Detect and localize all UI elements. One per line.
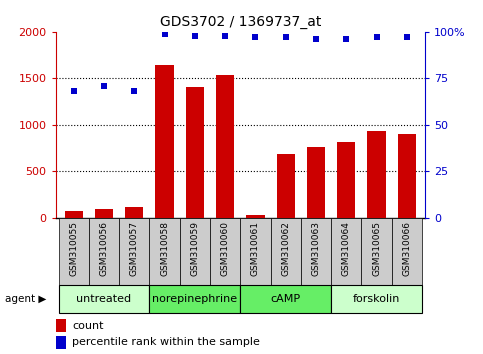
Point <box>373 35 381 40</box>
Text: percentile rank within the sample: percentile rank within the sample <box>72 337 260 347</box>
Bar <box>392 218 422 285</box>
Text: forskolin: forskolin <box>353 294 400 304</box>
Bar <box>58 218 89 285</box>
Bar <box>119 218 149 285</box>
Point <box>403 35 411 40</box>
Bar <box>210 218 241 285</box>
Point <box>282 35 290 40</box>
Text: GSM310061: GSM310061 <box>251 221 260 276</box>
Bar <box>58 285 149 313</box>
Bar <box>337 142 355 218</box>
Text: GSM310056: GSM310056 <box>99 221 109 276</box>
Text: GSM310058: GSM310058 <box>160 221 169 276</box>
Text: GSM310063: GSM310063 <box>312 221 321 276</box>
Text: cAMP: cAMP <box>270 294 301 304</box>
Bar <box>331 285 422 313</box>
Text: GSM310065: GSM310065 <box>372 221 381 276</box>
Text: GSM310055: GSM310055 <box>69 221 78 276</box>
Bar <box>156 65 174 218</box>
Bar <box>89 218 119 285</box>
Text: GSM310057: GSM310057 <box>130 221 139 276</box>
Bar <box>246 215 265 218</box>
Bar <box>186 87 204 218</box>
Bar <box>149 218 180 285</box>
Bar <box>56 336 66 349</box>
Point <box>70 88 78 94</box>
Text: untreated: untreated <box>76 294 131 304</box>
Text: count: count <box>72 321 104 331</box>
Point <box>191 33 199 39</box>
Point <box>161 31 169 36</box>
Text: agent ▶: agent ▶ <box>5 294 46 304</box>
Bar <box>361 218 392 285</box>
Text: GSM310060: GSM310060 <box>221 221 229 276</box>
Point <box>312 36 320 42</box>
Bar <box>95 209 113 218</box>
Bar <box>65 211 83 218</box>
Point <box>221 33 229 39</box>
Bar <box>331 218 361 285</box>
Bar <box>241 218 270 285</box>
Text: GSM310059: GSM310059 <box>190 221 199 276</box>
Bar <box>180 218 210 285</box>
Text: norepinephrine: norepinephrine <box>152 294 238 304</box>
Bar <box>301 218 331 285</box>
Text: GSM310064: GSM310064 <box>342 221 351 276</box>
Bar <box>216 75 234 218</box>
Bar <box>270 218 301 285</box>
Text: GSM310066: GSM310066 <box>402 221 412 276</box>
Bar <box>56 319 66 332</box>
Bar <box>125 207 143 218</box>
Title: GDS3702 / 1369737_at: GDS3702 / 1369737_at <box>159 16 321 29</box>
Point <box>342 36 350 42</box>
Bar <box>398 134 416 218</box>
Bar <box>307 147 325 218</box>
Point <box>252 35 259 40</box>
Bar <box>368 131 385 218</box>
Bar <box>149 285 241 313</box>
Text: GSM310062: GSM310062 <box>281 221 290 276</box>
Bar <box>241 285 331 313</box>
Point <box>100 83 108 88</box>
Point <box>130 88 138 94</box>
Bar <box>277 154 295 218</box>
